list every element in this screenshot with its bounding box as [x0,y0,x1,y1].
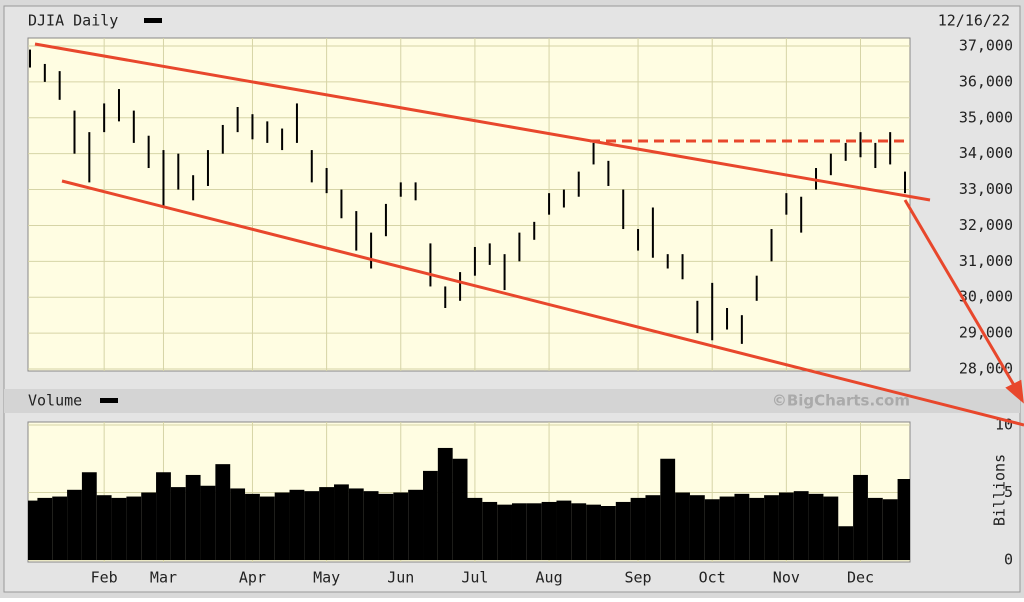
volume-bar [645,495,661,560]
volume-bar [734,493,750,560]
volume-bar [749,497,765,560]
x-tick-label: May [313,569,340,587]
volume-bar [230,488,246,560]
volume-title: Volume [28,392,82,410]
y-tick-label: 33,000 [959,180,1013,198]
volume-bar [541,501,557,560]
volume-bar [363,491,379,560]
volume-bar [511,503,527,560]
volume-bar [600,506,616,560]
volume-bar [348,488,364,560]
volume-bar [37,497,53,560]
volume-bar [704,499,720,560]
volume-bar [867,497,883,560]
volume-bar [586,504,601,560]
volume-bar [67,489,82,560]
y-axis-label: Billions [991,454,1009,526]
volume-bar [185,474,201,560]
volume-bar [838,526,854,560]
trend-line [61,179,1024,427]
y-tick-label: 32,000 [959,216,1013,234]
volume-bar [764,495,779,560]
volume-bar [660,458,676,560]
x-tick-label: Mar [150,569,177,587]
x-tick-label: Nov [773,569,800,587]
x-tick-label: Dec [847,569,874,587]
volume-bar [526,503,542,560]
marks: 28,000 29,000 30,000 31,000 32,000 33,000 34,0… [28,37,1013,587]
x-tick-label: Sep [625,569,652,587]
legend-swatch [144,18,162,23]
y-tick-label: 29,000 [959,324,1013,342]
arrow [903,199,1020,393]
y-tick-label: 28,000 [959,360,1013,378]
volume-bar [200,485,216,560]
date: 12/16/22 [938,12,1010,30]
volume-bar [452,458,468,560]
volume-bar [615,501,631,560]
volume-bar [245,493,260,560]
y-tick-label: 30,000 [959,288,1013,306]
y-tick-label: 34,000 [959,144,1013,162]
volume-bar [170,487,186,560]
x-tick-label: Oct [699,569,726,587]
volume-bar [111,497,127,560]
chart-title: DJIA Daily [28,12,118,30]
price-plot [27,37,911,372]
y-tick-label: 35,000 [959,108,1013,126]
volume-bar [393,492,409,560]
y-tick-label: 36,000 [959,72,1013,90]
volume-bar [571,503,587,560]
volume-bar [482,501,498,560]
volume-bar [126,496,142,560]
volume-bar [853,474,868,560]
volume-bar [719,496,735,560]
volume-bar [423,470,438,560]
y-tick-label: 0 [1004,551,1013,569]
annotations [34,42,1024,427]
arrow-head [1005,379,1024,404]
volume-bar [319,487,335,560]
x-tick-label: Apr [239,569,266,587]
volume-bar [630,497,646,560]
volume-bar [808,493,824,560]
y-tick-label: 5 [1004,483,1013,501]
volume-bar [778,492,794,560]
legend-swatch [100,398,118,403]
volume-bar [156,472,171,560]
x-tick-label: Aug [536,569,563,587]
x-tick-label: Jun [387,569,414,587]
volume-bar [289,489,305,560]
y-tick-label: 37,000 [959,37,1013,55]
x-tick-label: Jul [461,569,488,587]
volume-bar [437,447,453,560]
trend-line [34,42,931,202]
volume-bar [556,500,572,560]
volume-bar [675,492,690,560]
volume-bar [215,464,231,560]
volume-bar [467,497,483,560]
volume-bar [882,499,898,560]
volume-bar [259,496,275,560]
volume-bar [96,495,112,560]
volume-bar [823,496,839,560]
volume-bar [408,489,424,560]
volume-bar [274,492,290,560]
x-tick-label: Feb [91,569,118,587]
volume-bar [52,496,68,560]
volume-header [4,389,1020,413]
volume-bar [304,491,320,560]
volume-bar [897,479,910,560]
volume-bar [334,484,349,560]
volume-bar [141,492,157,560]
y-tick-label: 31,000 [959,252,1013,270]
volume-bar [378,493,394,560]
volume-bar [497,504,512,560]
volume-bar [793,491,809,560]
volume-bar [81,472,97,560]
watermark: ©BigCharts.com [772,392,910,410]
volume-bar [689,495,705,560]
